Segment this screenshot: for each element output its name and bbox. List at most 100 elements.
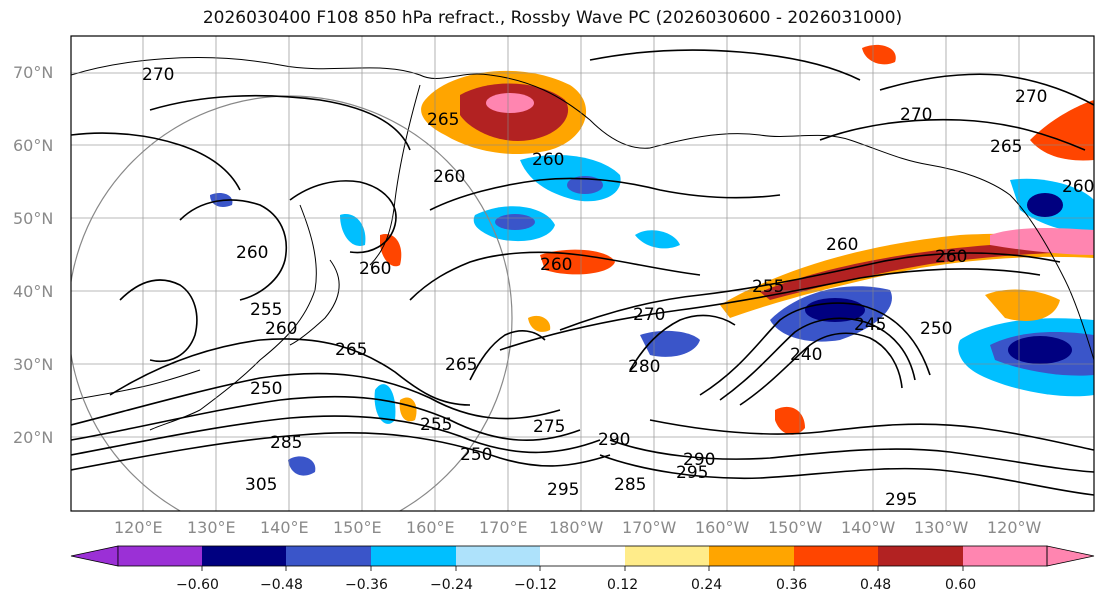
contour-label: 265: [427, 110, 459, 130]
contour-label: 270: [633, 305, 665, 325]
contour-label: 240: [790, 345, 822, 365]
lat-label-50n: 50°N: [13, 209, 54, 228]
contour-label: 260: [935, 247, 967, 267]
lon-label-150e: 150°E: [333, 518, 382, 537]
contour-label: 275: [533, 417, 565, 437]
colorbar-bin: [371, 546, 456, 566]
lat-label-70n: 70°N: [13, 63, 54, 82]
lon-label-170e: 170°E: [479, 518, 528, 537]
positive-anomaly-midpacific: [540, 249, 615, 275]
colorbar-tick-label: −0.12: [514, 577, 557, 593]
colorbar-bin: [794, 546, 878, 566]
positive-anomaly-bering-east: [862, 44, 896, 65]
anomaly-shading: [210, 44, 1094, 476]
contour-label: 270: [900, 105, 932, 125]
contour-label: 245: [854, 315, 886, 335]
contour-label: 270: [142, 65, 174, 85]
contour-label: 265: [335, 340, 367, 360]
negative-anomaly-east-30n-core: [1008, 336, 1072, 364]
colorbar-bin: [456, 546, 540, 566]
contour-label: 250: [460, 445, 492, 465]
colorbar: [70, 545, 1095, 571]
lat-label-60n: 60°N: [13, 136, 54, 155]
colorbar-bin: [878, 546, 963, 566]
colorbar-bin: [540, 546, 625, 566]
negative-anomaly-170e: [635, 230, 680, 249]
colorbar-extend-max: [1046, 545, 1095, 567]
colorbar-extend-min: [70, 545, 119, 567]
positive-anomaly-160e: [399, 397, 417, 422]
colorbar-tick-label: −0.36: [345, 577, 388, 593]
lat-label-30n: 30°N: [13, 355, 54, 374]
contour-label: 260: [236, 243, 268, 263]
contour-label: 250: [250, 379, 282, 399]
contour-label: 285: [614, 475, 646, 495]
lat-label-20n: 20°N: [13, 428, 54, 447]
negative-anomaly-145e: [288, 456, 316, 476]
colorbar-tick-label: 0.48: [860, 577, 892, 593]
colorbar-tick-label: 0.36: [776, 577, 808, 593]
contour-label: 255: [250, 300, 282, 320]
contour-label: 295: [547, 480, 579, 500]
lon-label-170w: 170°W: [622, 518, 677, 537]
colorbar-bin: [202, 546, 286, 566]
positive-anomaly-pink-east: [990, 227, 1094, 255]
contour-label: 290: [598, 430, 630, 450]
contour-label: 280: [628, 357, 660, 377]
lon-label-120w: 120°W: [987, 518, 1042, 537]
positive-anomaly-175w: [528, 315, 551, 332]
contour-label: 250: [920, 319, 952, 339]
positive-anomaly-east-40n: [985, 289, 1060, 321]
contour-label: 255: [420, 415, 452, 435]
contour-label-layer: 270 265 260 260 260 255 260 265 250 305 …: [142, 65, 1094, 510]
contour-label: 260: [359, 259, 391, 279]
lon-label-160w: 160°W: [695, 518, 750, 537]
contour-label: 290: [683, 450, 715, 470]
contour-label: 260: [1062, 177, 1094, 197]
colorbar-bin: [709, 546, 794, 566]
coastlines: [71, 57, 1094, 431]
negative-anomaly-kamchatka-core: [567, 176, 603, 194]
colorbar-tick-label: −0.48: [260, 577, 303, 593]
colorbar-tick-label: 0.24: [691, 577, 723, 593]
contour-label: 260: [532, 150, 564, 170]
colorbar-bin: [118, 546, 202, 566]
contour-label: 260: [540, 255, 572, 275]
graticule: [71, 36, 1094, 511]
colorbar-tick-label: −0.24: [430, 577, 473, 593]
negative-anomaly-japan-sea: [340, 214, 366, 246]
contour-label: 260: [433, 167, 465, 187]
lat-label-40n: 40°N: [13, 282, 54, 301]
contour-label: 265: [445, 355, 477, 375]
contour-label: 265: [990, 137, 1022, 157]
contour-label: 260: [826, 235, 858, 255]
lon-label-140e: 140°E: [260, 518, 309, 537]
lon-label-150w: 150°W: [768, 518, 823, 537]
contour-label: 260: [265, 319, 297, 339]
contour-label: 285: [270, 433, 302, 453]
contour-lines: [71, 49, 1094, 496]
negative-anomaly-165e: [374, 384, 396, 424]
lon-label-140w: 140°W: [841, 518, 896, 537]
colorbar-bin: [963, 546, 1047, 566]
lon-label-130w: 130°W: [914, 518, 969, 537]
contour-label: 295: [885, 490, 917, 510]
contour-label: 270: [1015, 87, 1047, 107]
colorbar-bin: [625, 546, 709, 566]
lon-label-130e: 130°E: [187, 518, 236, 537]
colorbar-bin: [286, 546, 371, 566]
negative-anomaly-okhotsk-core: [495, 214, 535, 230]
contour-label: 295: [676, 463, 708, 483]
contour-label: 305: [245, 475, 277, 495]
colorbar-frame: [117, 545, 1048, 567]
positive-anomaly-bering-peak: [486, 93, 534, 113]
colorbar-tick-label: 0.12: [607, 577, 639, 593]
lon-label-120e: 120°E: [114, 518, 163, 537]
colorbar-tick-label: 0.60: [945, 577, 977, 593]
lon-label-160e: 160°E: [406, 518, 455, 537]
figure-title: 2026030400 F108 850 hPa refract., Rossby…: [202, 8, 903, 28]
colorbar-tick-label: −0.60: [176, 577, 219, 593]
lon-label-180w: 180°W: [549, 518, 604, 537]
reference-circle: [71, 95, 513, 511]
